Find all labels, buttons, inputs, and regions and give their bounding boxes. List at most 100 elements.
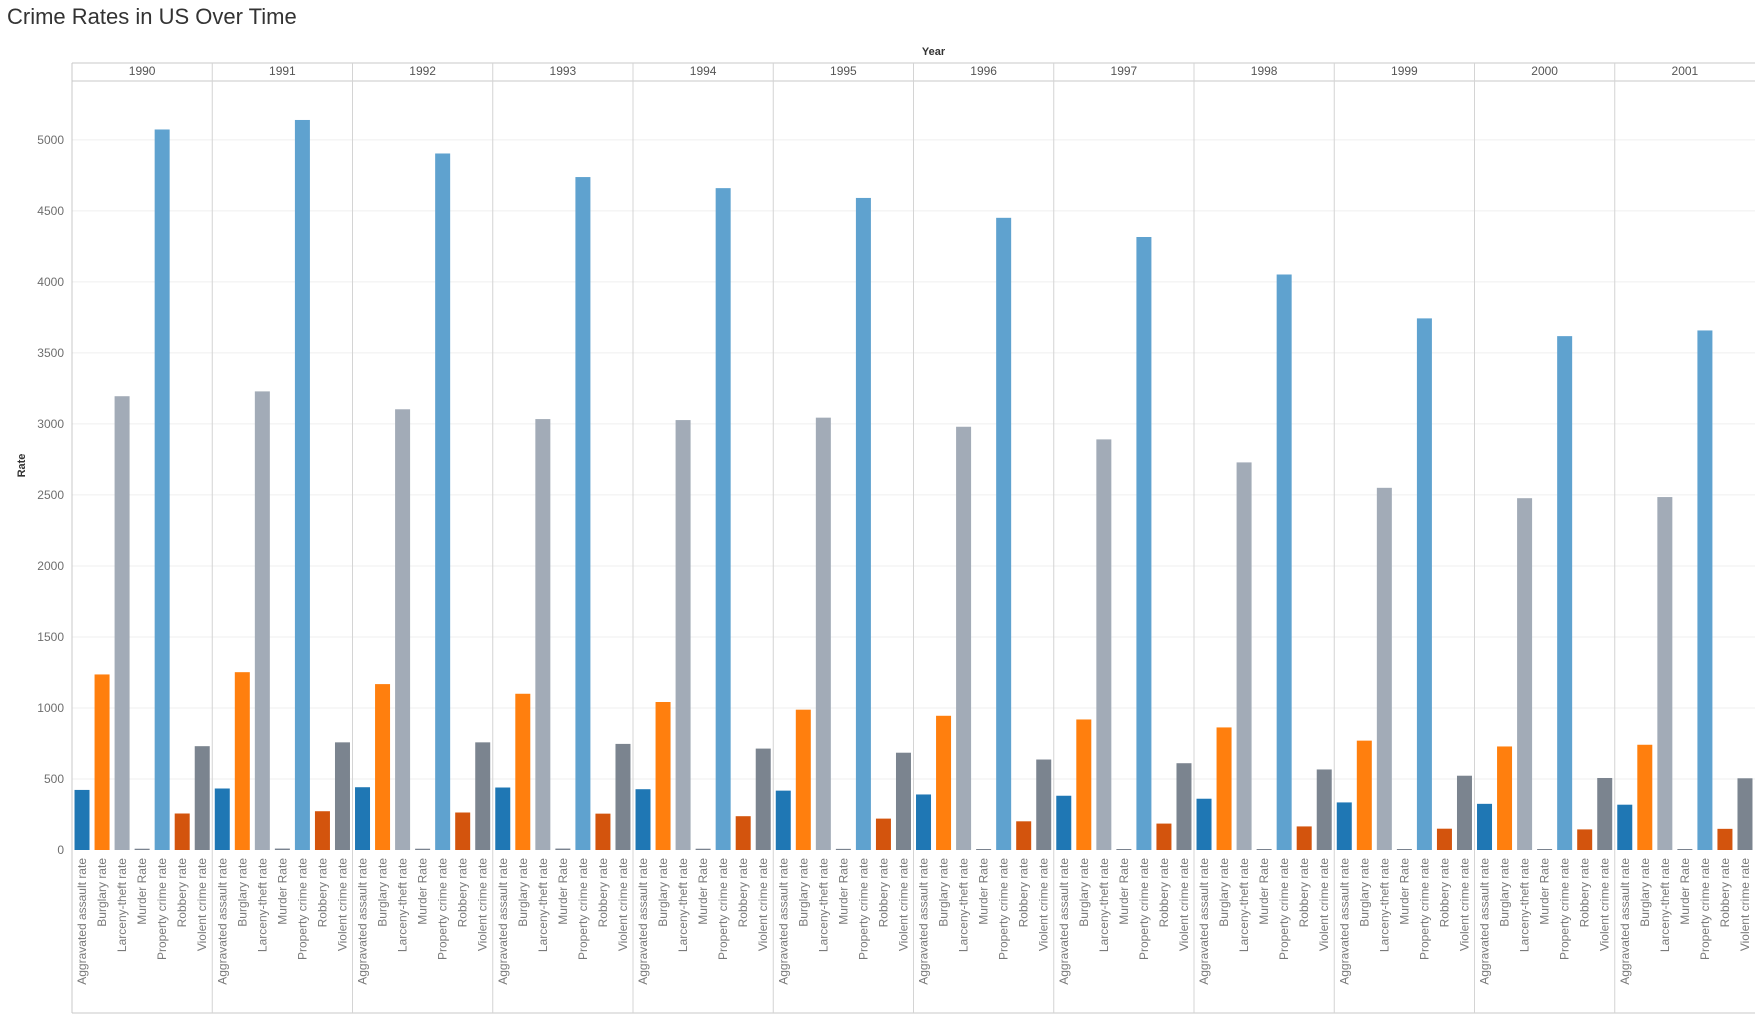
bar-1999-0 — [1336, 802, 1352, 850]
category-label: Larceny-theft rate — [536, 858, 550, 952]
bar-2000-6 — [1597, 777, 1613, 850]
category-label: Burglary rate — [235, 858, 249, 927]
bar-1991-0 — [214, 788, 230, 850]
category-label: Robbery rate — [315, 858, 329, 928]
category-label: Murder Rate — [1397, 858, 1411, 925]
category-label: Murder Rate — [416, 858, 430, 925]
bar-1990-5 — [174, 813, 190, 850]
category-label: Robbery rate — [736, 858, 750, 928]
category-label: Murder Rate — [1538, 858, 1552, 925]
category-label: Violent crime rate — [616, 858, 630, 951]
category-label: Robbery rate — [456, 858, 470, 928]
bar-1998-4 — [1276, 274, 1292, 850]
bar-1993-4 — [575, 177, 591, 850]
category-label: Aggravated assault rate — [636, 858, 650, 985]
y-tick-label: 4500 — [37, 204, 64, 218]
category-label: Larceny-theft rate — [255, 858, 269, 952]
category-label: Aggravated assault rate — [356, 858, 370, 985]
bar-2000-5 — [1577, 829, 1593, 850]
bar-1997-2 — [1096, 439, 1112, 850]
category-label: Violent crime rate — [1037, 858, 1051, 951]
category-label: Aggravated assault rate — [75, 858, 89, 985]
year-header-label: 2000 — [1531, 64, 1558, 78]
bar-1997-6 — [1176, 763, 1192, 850]
bar-1994-6 — [755, 748, 771, 850]
bar-1998-1 — [1216, 727, 1232, 850]
y-tick-label: 1500 — [37, 630, 64, 644]
year-header-label: 2001 — [1672, 64, 1699, 78]
category-label: Burglary rate — [1217, 858, 1231, 927]
bar-1995-5 — [875, 818, 891, 850]
bar-1991-1 — [234, 672, 250, 850]
year-header-label: 1993 — [550, 64, 577, 78]
year-header-label: 1994 — [690, 64, 717, 78]
bar-1990-0 — [74, 789, 90, 850]
y-tick-label: 3500 — [37, 346, 64, 360]
bar-1998-6 — [1316, 769, 1332, 850]
category-label: Robbery rate — [1157, 858, 1171, 928]
bar-1995-6 — [895, 752, 911, 850]
category-label: Murder Rate — [275, 858, 289, 925]
bar-1996-3 — [976, 849, 992, 850]
y-tick-label: 1000 — [37, 701, 64, 715]
category-label: Burglary rate — [95, 858, 109, 927]
bar-1999-2 — [1376, 487, 1392, 850]
bar-1998-5 — [1296, 826, 1312, 850]
bar-1999-1 — [1356, 740, 1372, 850]
category-label: Property crime rate — [155, 858, 169, 960]
bar-1992-1 — [375, 684, 391, 850]
bar-1992-3 — [415, 848, 431, 850]
bar-1996-0 — [916, 794, 932, 850]
category-label: Burglary rate — [1638, 858, 1652, 927]
category-label: Property crime rate — [1558, 858, 1572, 960]
bar-1994-4 — [715, 188, 731, 850]
category-label: Larceny-theft rate — [957, 858, 971, 952]
category-label: Aggravated assault rate — [1057, 858, 1071, 985]
category-label: Property crime rate — [1277, 858, 1291, 960]
category-label: Aggravated assault rate — [776, 858, 790, 985]
year-header-label: 1996 — [970, 64, 997, 78]
category-label: Violent crime rate — [756, 858, 770, 951]
category-label: Murder Rate — [1117, 858, 1131, 925]
category-label: Murder Rate — [135, 858, 149, 925]
bar-1992-4 — [435, 153, 451, 851]
bar-1993-3 — [555, 848, 571, 850]
category-label: Aggravated assault rate — [1478, 858, 1492, 985]
category-label: Property crime rate — [1698, 858, 1712, 960]
category-label: Robbery rate — [1017, 858, 1031, 928]
category-label: Larceny-theft rate — [1377, 858, 1391, 952]
bar-1996-6 — [1036, 759, 1052, 850]
category-label: Burglary rate — [796, 858, 810, 927]
bar-1995-3 — [835, 848, 851, 850]
category-label: Larceny-theft rate — [1658, 858, 1672, 952]
y-tick-label: 5000 — [37, 133, 64, 147]
category-label: Larceny-theft rate — [396, 858, 410, 952]
year-header-label: 1995 — [830, 64, 857, 78]
bar-1992-0 — [355, 787, 371, 850]
bar-1998-2 — [1236, 462, 1252, 850]
category-label: Property crime rate — [856, 858, 870, 960]
bar-1999-3 — [1396, 849, 1412, 850]
bar-1994-5 — [735, 816, 751, 850]
bar-1999-5 — [1436, 828, 1452, 850]
bar-1997-5 — [1156, 823, 1172, 850]
bar-1992-5 — [455, 812, 471, 850]
bar-1994-1 — [655, 702, 671, 850]
category-label: Murder Rate — [696, 858, 710, 925]
y-tick-label: 3000 — [37, 417, 64, 431]
category-label: Burglary rate — [1077, 858, 1091, 927]
bar-2001-2 — [1657, 497, 1673, 850]
bar-1993-2 — [535, 419, 551, 850]
bar-1990-1 — [94, 674, 110, 850]
page-title: Crime Rates in US Over Time — [7, 4, 297, 29]
y-tick-label: 2000 — [37, 559, 64, 573]
category-label: Property crime rate — [1137, 858, 1151, 960]
year-header-label: 1999 — [1391, 64, 1418, 78]
category-label: Violent crime rate — [896, 858, 910, 951]
category-label: Property crime rate — [1417, 858, 1431, 960]
bar-2001-6 — [1737, 778, 1753, 850]
bar-2000-0 — [1477, 803, 1493, 850]
bar-1997-3 — [1116, 849, 1132, 850]
bar-1995-4 — [855, 197, 871, 850]
